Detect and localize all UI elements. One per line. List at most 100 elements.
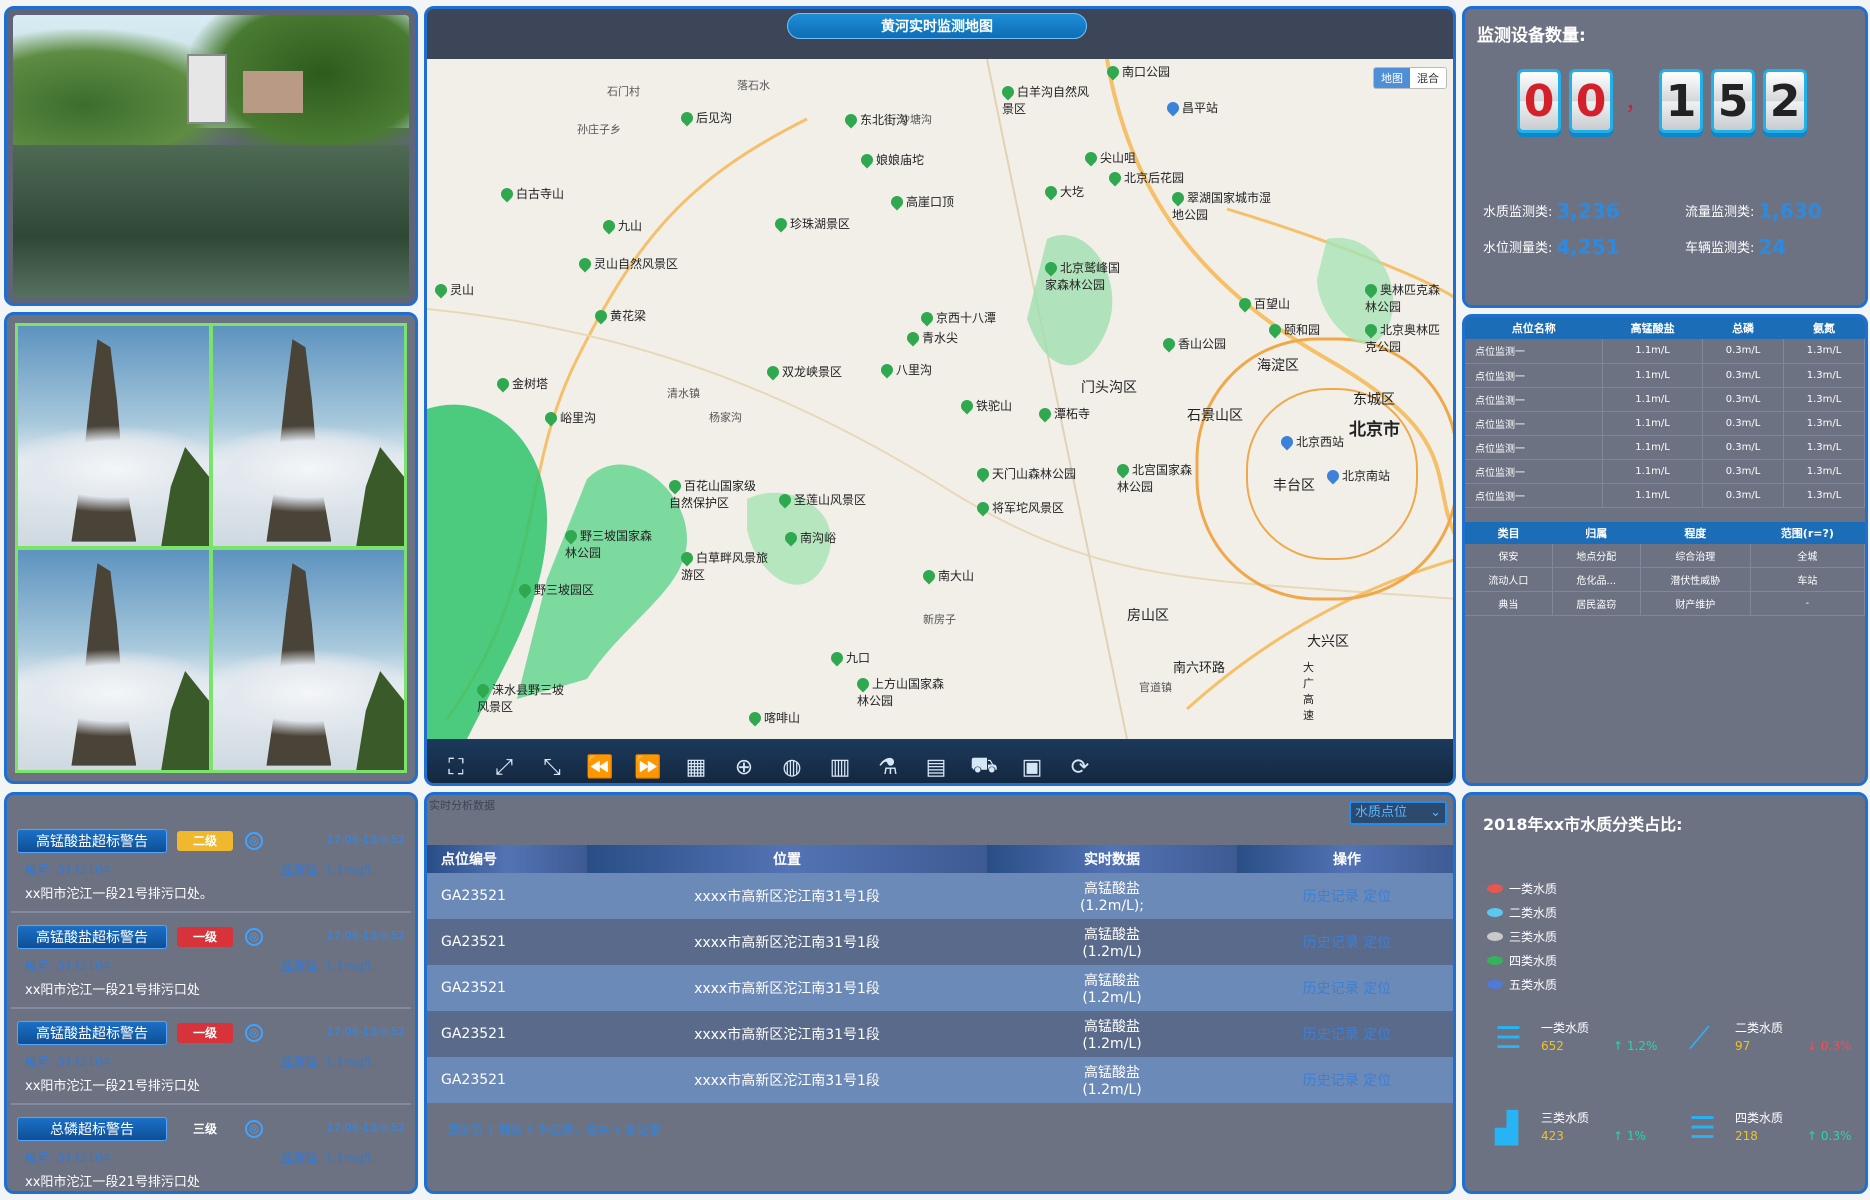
refresh-icon[interactable]: ⟳ (1070, 754, 1090, 780)
map-poi[interactable]: 野三坡园区 (516, 581, 594, 599)
map-poi[interactable]: 野三坡国家森林公园 (562, 527, 655, 561)
map-poi[interactable]: 尖山咀 (1082, 149, 1136, 167)
map-poi[interactable]: 涞水县野三坡风景区 (474, 681, 567, 715)
legend-item[interactable]: 二类水质 (1487, 901, 1557, 925)
map-poi[interactable]: 南大山 (920, 567, 974, 585)
map-poi[interactable]: 天门山森林公园 (974, 465, 1076, 483)
map-poi[interactable]: 娘娘庙坨 (858, 151, 924, 169)
map-poi[interactable]: 南口公园 (1104, 63, 1170, 81)
table-row[interactable]: 流动人口 危化品... 潜伏性威胁 车站 (1465, 567, 1865, 592)
locate-link[interactable]: 定位 (1363, 889, 1392, 905)
table-row[interactable]: GA23521 xxxx市高新区沱江南31号1段 高锰酸盐 (1.2m/L) 历史记录 … (427, 1011, 1453, 1057)
expand-icon[interactable]: ⤢ (495, 754, 513, 780)
chart-bars-icon[interactable]: ▤ (925, 754, 947, 780)
table-row[interactable]: 典当 居民盗窃 财产维护 - (1465, 591, 1865, 616)
point-type-select[interactable]: 水质点位 ⌄ (1349, 801, 1447, 825)
history-link[interactable]: 历史记录 (1302, 935, 1359, 951)
alarm-item[interactable]: 高锰酸盐超标警告 一级 ◎ 17-09-13/9:52 编号: 3132104 监… (11, 919, 411, 1009)
map-poi[interactable]: 奥林匹克森林公园 (1362, 281, 1445, 315)
locate-link[interactable]: 定位 (1363, 1073, 1392, 1089)
map-poi[interactable]: 北京南站 (1324, 467, 1390, 485)
map-poi[interactable]: 双龙峡景区 (764, 363, 842, 381)
map-poi[interactable]: 喀啡山 (746, 709, 800, 727)
location-icon[interactable]: ◎ (245, 832, 263, 850)
alarm-item[interactable]: 高锰酸盐超标警告 一级 ◎ 17-09-13/9:52 编号: 3132104 监… (11, 1015, 411, 1105)
map-poi[interactable]: 灵山自然风景区 (576, 255, 678, 273)
history-link[interactable]: 历史记录 (1302, 889, 1359, 905)
flask-icon[interactable]: ⚗ (878, 754, 898, 780)
monitor-icon[interactable]: ▣ (1021, 754, 1043, 780)
map-poi[interactable]: 北宫国家森林公园 (1114, 461, 1197, 495)
map-poi[interactable]: 颐和园 (1266, 321, 1320, 339)
lake-video-frame[interactable] (13, 15, 409, 297)
video-cell-4[interactable] (213, 550, 404, 770)
table-row[interactable]: 点位监测一 1.1m/L 0.3m/L 1.3m/L (1465, 435, 1865, 460)
alarm-item[interactable]: 总磷超标警告 三级 ◎ 17-09-13/9:52 编号: 3132104 监测值… (11, 1111, 411, 1191)
map-poi[interactable]: 北京西站 (1278, 433, 1344, 451)
map-poi[interactable]: 珍珠湖景区 (772, 215, 850, 233)
map-poi[interactable]: 九山 (600, 217, 642, 235)
table-row[interactable]: 点位监测一 1.1m/L 0.3m/L 1.3m/L (1465, 411, 1865, 436)
legend-item[interactable]: 一类水质 (1487, 877, 1557, 901)
map-poi[interactable]: 白草畔风景旅游区 (678, 549, 771, 583)
map-poi[interactable]: 青水尖 (904, 329, 958, 347)
map-canvas[interactable]: 地图 混合 石门村 落石水 后见沟 孙庄子乡 东北街沟 娘娘庙坨 沙塘沟 白羊沟… (427, 59, 1453, 739)
history-link[interactable]: 历史记录 (1302, 1073, 1359, 1089)
building-icon[interactable]: ▥ (829, 754, 851, 780)
map-toggle-hybrid[interactable]: 混合 (1410, 68, 1446, 88)
globe-icon[interactable]: ⊕ (734, 754, 754, 780)
table-row[interactable]: GA23521 xxxx市高新区沱江南31号1段 高锰酸盐 (1.2m/L) 历史记录 … (427, 919, 1453, 965)
table-row[interactable]: 点位监测一 1.1m/L 0.3m/L 1.3m/L (1465, 387, 1865, 412)
map-type-toggle[interactable]: 地图 混合 (1373, 67, 1447, 89)
table-row[interactable]: 点位监测一 1.1m/L 0.3m/L 1.3m/L (1465, 339, 1865, 364)
map-poi[interactable]: 铁驼山 (958, 397, 1012, 415)
location-icon[interactable]: ◎ (245, 1120, 263, 1138)
video-cell-2[interactable] (213, 326, 404, 546)
legend-item[interactable]: 三类水质 (1487, 925, 1557, 949)
map-poi[interactable]: 上方山国家森林公园 (854, 675, 947, 709)
map-poi[interactable]: 南沟峪 (782, 529, 836, 547)
map-poi[interactable]: 百望山 (1236, 295, 1290, 313)
locate-link[interactable]: 定位 (1363, 935, 1392, 951)
video-cell-3[interactable] (18, 550, 209, 770)
map-poi[interactable]: 金树塔 (494, 375, 548, 393)
map-poi[interactable]: 京西十八潭 (918, 309, 996, 327)
map-poi[interactable]: 东北街沟 (842, 111, 908, 129)
location-icon[interactable]: ◎ (245, 928, 263, 946)
video-panel-grid[interactable] (4, 312, 418, 784)
truck-icon[interactable]: ⛟ (970, 753, 998, 778)
map-poi[interactable]: 北京奥林匹克公园 (1362, 321, 1445, 355)
map-poi[interactable]: 翠湖国家城市湿地公园 (1169, 189, 1282, 223)
video-panel-lake[interactable] (4, 6, 418, 306)
table-row[interactable]: GA23521 xxxx市高新区沱江南31号1段 高锰酸盐 (1.2m/L); 历史记录… (427, 873, 1453, 919)
fullscreen-icon[interactable]: ⛶ (448, 754, 464, 780)
map-poi[interactable]: 潭柘寺 (1036, 405, 1090, 423)
map-poi[interactable]: 高崖口顶 (888, 193, 954, 211)
locate-link[interactable]: 定位 (1363, 981, 1392, 997)
map-poi[interactable]: 九口 (828, 649, 870, 667)
legend-item[interactable]: 五类水质 (1487, 973, 1557, 997)
history-link[interactable]: 历史记录 (1302, 981, 1359, 997)
map-poi[interactable]: 峪里沟 (542, 409, 596, 427)
alarm-item[interactable]: 高锰酸盐超标警告 二级 ◎ 17-09-13/9:52 编号: 3132104 监… (11, 823, 411, 913)
map-poi[interactable]: 黄花梁 (592, 307, 646, 325)
table-row[interactable]: 点位监测一 1.1m/L 0.3m/L 1.3m/L (1465, 459, 1865, 484)
history-link[interactable]: 历史记录 (1302, 1027, 1359, 1043)
table-row[interactable]: 点位监测一 1.1m/L 0.3m/L 1.3m/L (1465, 483, 1865, 508)
map-toggle-map[interactable]: 地图 (1374, 68, 1410, 88)
map-poi[interactable]: 百花山国家级自然保护区 (666, 477, 759, 511)
video-cell-1[interactable] (18, 326, 209, 546)
forward-icon[interactable]: ⏩ (634, 754, 662, 780)
location-icon[interactable]: ◎ (245, 1024, 263, 1042)
map-poi[interactable]: 灵山 (432, 281, 474, 299)
rewind-icon[interactable]: ⏪ (586, 754, 614, 780)
legend-item[interactable]: 四类水质 (1487, 949, 1557, 973)
map-layer-icon[interactable]: ▦ (685, 754, 707, 780)
map-poi[interactable]: 大圪 (1042, 183, 1084, 201)
map-poi[interactable]: 白古寺山 (498, 185, 564, 203)
map-poi[interactable]: 白羊沟自然风景区 (999, 83, 1092, 117)
map-poi[interactable]: 将军坨风景区 (974, 499, 1064, 517)
table-row[interactable]: GA23521 xxxx市高新区沱江南31号1段 高锰酸盐 (1.2m/L) 历史记录 … (427, 1057, 1453, 1103)
map-poi[interactable]: 北京后花园 (1106, 169, 1184, 187)
map-poi[interactable]: 后见沟 (678, 109, 732, 127)
